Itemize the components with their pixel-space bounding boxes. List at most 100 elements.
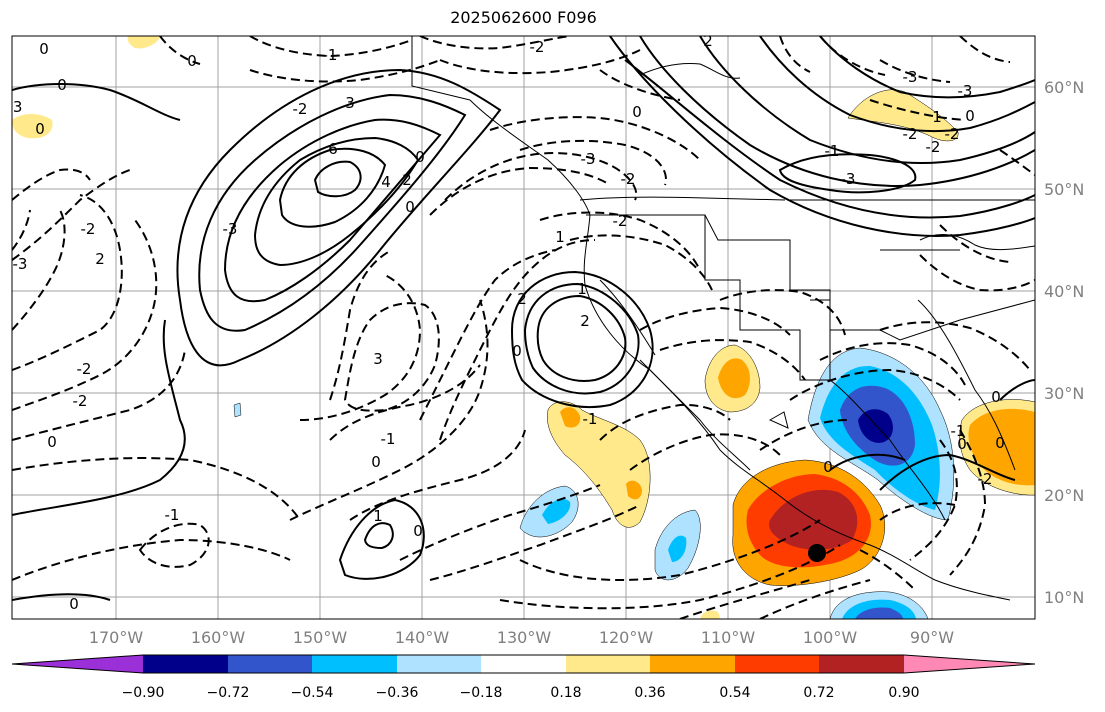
colorbar-tick-label: 0.90 — [888, 685, 919, 701]
contour-label: -3 — [958, 82, 973, 100]
lon-label: 140°W — [395, 628, 450, 647]
contour-label: 0 — [405, 198, 415, 216]
colorbar-tick-label: 0.18 — [550, 685, 581, 701]
contour-label: -2 — [77, 360, 92, 378]
contour-label: 1 — [932, 108, 942, 126]
contour-label: -3 — [903, 68, 918, 86]
colorbar-ticks: −0.90 −0.72 −0.54 −0.36 −0.18 0.18 0.36 … — [122, 685, 920, 701]
contour-label: -3 — [841, 170, 856, 188]
lat-label: 40°N — [1044, 282, 1084, 301]
contour-label: 2 — [95, 250, 105, 268]
lon-label: 100°W — [803, 628, 858, 647]
contour-label: -1 — [951, 422, 966, 440]
contour-label: -2 — [73, 392, 88, 410]
contour-label: 0 — [413, 522, 423, 540]
contour-label: 0 — [957, 435, 967, 453]
colorbar-tick-label: −0.54 — [291, 685, 334, 701]
contour-label: 0 — [187, 52, 197, 70]
colorbar-segment — [650, 655, 735, 673]
black-dot — [808, 544, 826, 562]
contour-label: 0 — [371, 453, 381, 471]
contour-label: 0 — [47, 433, 57, 451]
longitude-axis: 170°W 160°W 150°W 140°W 130°W 120°W 110°… — [89, 628, 954, 647]
colorbar-segment — [228, 655, 312, 673]
contour-label: -2 — [926, 138, 941, 156]
contour-label: -2 — [613, 212, 628, 230]
contours — [12, 36, 1035, 601]
contour-label: 2 — [517, 290, 527, 308]
contour-label: 3 — [373, 350, 383, 368]
contour-label: -2 — [978, 470, 993, 488]
contour-label: -1 — [323, 46, 338, 64]
lat-label: 50°N — [1044, 180, 1084, 199]
contour-label: 1 — [373, 507, 383, 525]
contour-label: -1 — [825, 142, 840, 160]
contour-label: 1 — [577, 280, 587, 298]
colorbar-segment — [312, 655, 397, 673]
contour-label: -2 — [903, 125, 918, 143]
lat-label: 10°N — [1044, 588, 1084, 607]
contour-label: 0 — [991, 388, 1001, 406]
contour-label: -2 — [621, 170, 636, 188]
contour-label: -2 — [945, 125, 960, 143]
contour-label: 0 — [823, 458, 833, 476]
contour-label: 0 — [69, 595, 79, 613]
lat-label: 60°N — [1044, 78, 1084, 97]
contour-label: 1 — [555, 228, 565, 246]
contour-label: 0 — [39, 40, 49, 58]
contour-label: -1 — [381, 430, 396, 448]
colorbar-segment — [819, 655, 904, 673]
contour-label: -1 — [165, 506, 180, 524]
colorbar-tick-label: −0.72 — [207, 685, 250, 701]
latitude-axis: 60°N 50°N 40°N 30°N 20°N 10°N — [1044, 78, 1084, 607]
colorbar-segment — [481, 655, 566, 673]
contour-label: 0 — [965, 107, 975, 125]
lon-label: 120°W — [599, 628, 654, 647]
contour-label: 4 — [381, 173, 391, 191]
contour-label: 6 — [328, 140, 338, 158]
contour-label-group: 0 -10-2 2-21-303-2-16-3-24 20-30-2-2231-2-3… — [12, 32, 1005, 613]
contour-label: 0 — [632, 103, 642, 121]
colorbar-outline — [11, 654, 1036, 674]
colorbar-segment — [397, 655, 481, 673]
lon-label: 170°W — [89, 628, 144, 647]
dashed-contours — [12, 36, 1035, 619]
colorbar-segment — [904, 655, 1035, 673]
lon-label: 130°W — [497, 628, 552, 647]
contour-label: -3 — [581, 150, 596, 168]
colorbar-tick-label: 0.36 — [634, 685, 665, 701]
contour-label: 0 — [995, 434, 1005, 452]
contour-label: 2 — [703, 32, 713, 50]
contour-label: 2 — [402, 171, 412, 189]
contour-label: -2 — [530, 38, 545, 56]
contour-label: 3 — [345, 94, 355, 112]
colorbar-segment — [566, 655, 650, 673]
contour-label: -1 — [583, 410, 598, 428]
contour-label: -3 — [13, 255, 28, 273]
lon-label: 150°W — [293, 628, 348, 647]
colorbar — [11, 654, 1036, 674]
contour-label: -3 — [223, 220, 238, 238]
contour-label: 0 — [35, 120, 45, 138]
map-frame — [11, 35, 1036, 620]
colorbar-tick-label: −0.90 — [122, 685, 165, 701]
contour-label: -2 — [293, 100, 308, 118]
colorbar-tick-label: 0.54 — [719, 685, 750, 701]
lat-label: 30°N — [1044, 384, 1084, 403]
contour-label: -2 — [81, 220, 96, 238]
lon-label: 110°W — [701, 628, 756, 647]
colorbar-segment — [143, 655, 228, 673]
contour-label: 0 — [512, 342, 522, 360]
colorbar-tick-label: 0.72 — [803, 685, 834, 701]
colorbar-segment — [735, 655, 819, 673]
colorbar-tick-label: −0.18 — [460, 685, 503, 701]
map-title: 2025062600 F096 — [450, 8, 597, 27]
contour-label: 0 — [57, 76, 67, 94]
contour-label: 2 — [580, 312, 590, 330]
lat-label: 20°N — [1044, 486, 1084, 505]
lon-label: 90°W — [910, 628, 954, 647]
lon-label: 160°W — [191, 628, 246, 647]
contour-label: 0 — [415, 148, 425, 166]
colorbar-tick-label: −0.36 — [376, 685, 419, 701]
